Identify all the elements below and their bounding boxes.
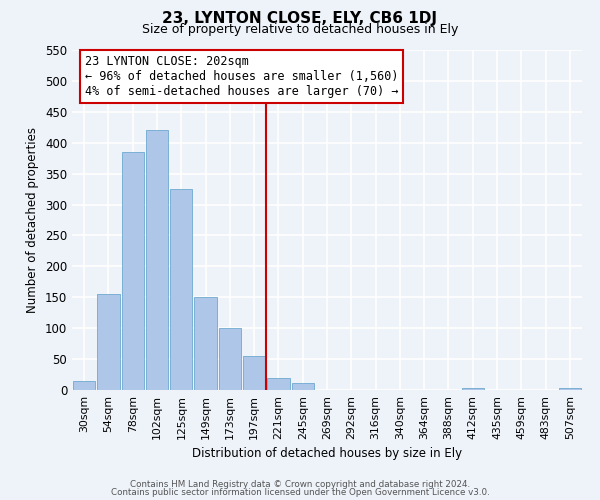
Bar	[267, 378, 290, 390]
Bar	[292, 382, 314, 390]
Bar	[146, 130, 168, 390]
Text: Contains public sector information licensed under the Open Government Licence v3: Contains public sector information licen…	[110, 488, 490, 497]
Bar	[218, 328, 241, 390]
Text: 23 LYNTON CLOSE: 202sqm
← 96% of detached houses are smaller (1,560)
4% of semi-: 23 LYNTON CLOSE: 202sqm ← 96% of detache…	[85, 55, 398, 98]
Y-axis label: Number of detached properties: Number of detached properties	[26, 127, 40, 313]
Text: Size of property relative to detached houses in Ely: Size of property relative to detached ho…	[142, 22, 458, 36]
Text: 23, LYNTON CLOSE, ELY, CB6 1DJ: 23, LYNTON CLOSE, ELY, CB6 1DJ	[163, 11, 437, 26]
Bar	[122, 152, 144, 390]
Bar	[170, 189, 193, 390]
Bar	[73, 380, 95, 390]
Bar	[194, 298, 217, 390]
X-axis label: Distribution of detached houses by size in Ely: Distribution of detached houses by size …	[192, 447, 462, 460]
Text: Contains HM Land Registry data © Crown copyright and database right 2024.: Contains HM Land Registry data © Crown c…	[130, 480, 470, 489]
Bar	[97, 294, 119, 390]
Bar	[559, 388, 581, 390]
Bar	[243, 356, 265, 390]
Bar	[461, 388, 484, 390]
